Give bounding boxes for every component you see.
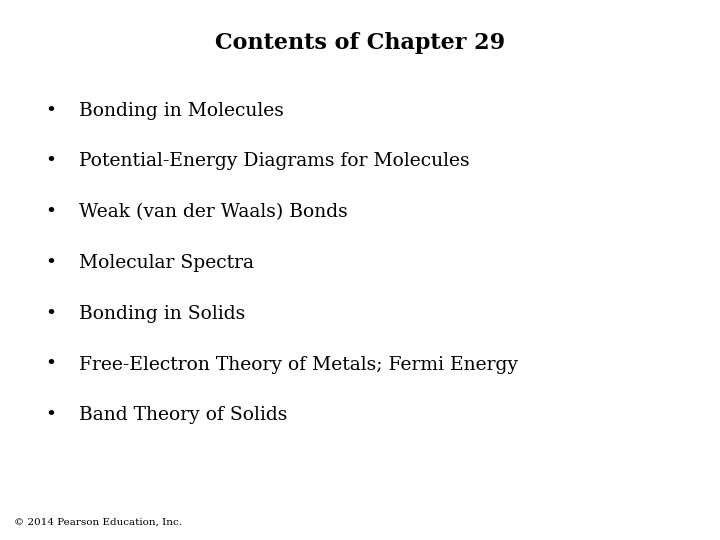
Text: Molecular Spectra: Molecular Spectra bbox=[79, 254, 254, 272]
Text: •: • bbox=[45, 152, 56, 171]
Text: Contents of Chapter 29: Contents of Chapter 29 bbox=[215, 32, 505, 55]
Text: Bonding in Solids: Bonding in Solids bbox=[79, 305, 246, 323]
Text: Potential-Energy Diagrams for Molecules: Potential-Energy Diagrams for Molecules bbox=[79, 152, 470, 171]
Text: Band Theory of Solids: Band Theory of Solids bbox=[79, 406, 287, 424]
Text: Bonding in Molecules: Bonding in Molecules bbox=[79, 102, 284, 120]
Text: Free-Electron Theory of Metals; Fermi Energy: Free-Electron Theory of Metals; Fermi En… bbox=[79, 355, 518, 374]
Text: •: • bbox=[45, 355, 56, 374]
Text: © 2014 Pearson Education, Inc.: © 2014 Pearson Education, Inc. bbox=[14, 517, 182, 526]
Text: •: • bbox=[45, 406, 56, 424]
Text: •: • bbox=[45, 305, 56, 323]
Text: •: • bbox=[45, 102, 56, 120]
Text: •: • bbox=[45, 203, 56, 221]
Text: •: • bbox=[45, 254, 56, 272]
Text: Weak (van der Waals) Bonds: Weak (van der Waals) Bonds bbox=[79, 203, 348, 221]
